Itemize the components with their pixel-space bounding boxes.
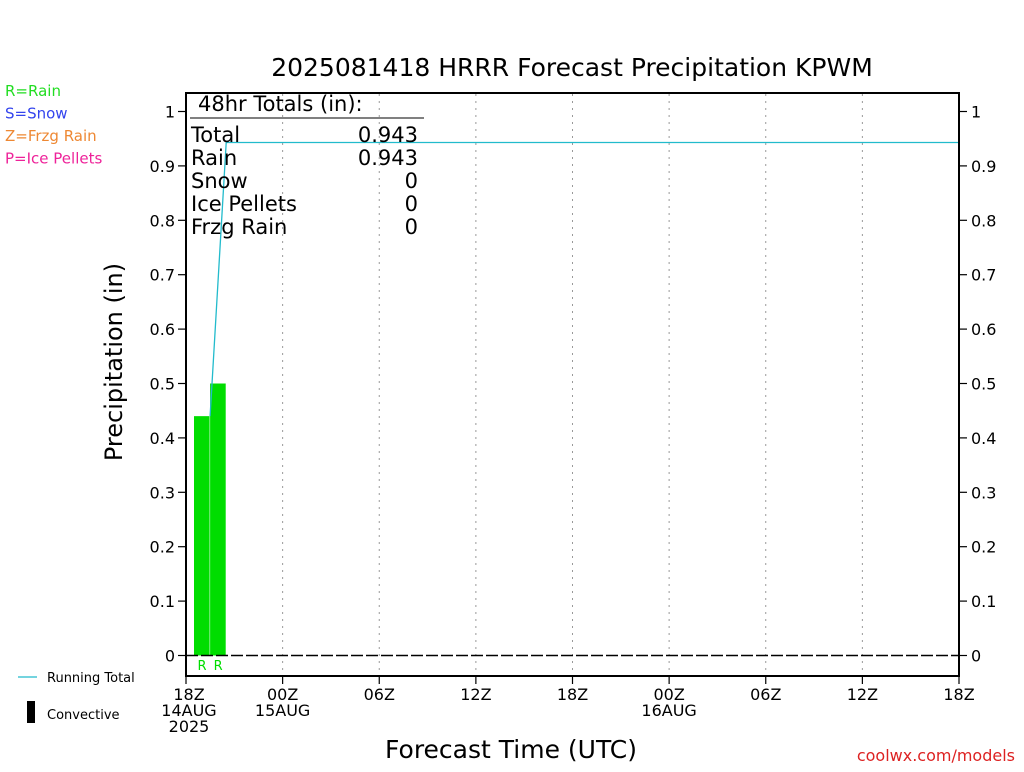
totals-header: 48hr Totals (in): bbox=[198, 92, 363, 116]
x-tick-label: 06Z bbox=[750, 685, 781, 704]
y-tick-label-right: 0.2 bbox=[971, 538, 996, 557]
x-tick-label: 14AUG bbox=[161, 701, 216, 720]
chart-title: 2025081418 HRRR Forecast Precipitation K… bbox=[271, 53, 873, 82]
x-tick-label: 00Z bbox=[653, 685, 684, 704]
y-tick-label-left: 1 bbox=[165, 103, 175, 122]
x-tick-label: 18Z bbox=[557, 685, 588, 704]
y-tick-label-left: 0.9 bbox=[150, 157, 175, 176]
y-axis-label: Precipitation (in) bbox=[100, 263, 128, 461]
y-tick-label-right: 0.6 bbox=[971, 320, 996, 339]
x-axis-label: Forecast Time (UTC) bbox=[385, 735, 637, 764]
running-total-line bbox=[209, 141, 959, 417]
y-tick-label-left: 0.6 bbox=[150, 320, 175, 339]
y-tick-label-right: 0.8 bbox=[971, 211, 996, 230]
y-tick-label-left: 0.7 bbox=[150, 266, 175, 285]
totals-row-value: 0.943 bbox=[358, 146, 418, 170]
x-tick-label: 18Z bbox=[173, 685, 204, 704]
precip-legend-item: Z=Frzg Rain bbox=[5, 127, 97, 145]
y-tick-label-right: 0.5 bbox=[971, 375, 996, 394]
x-tick-label: 06Z bbox=[364, 685, 395, 704]
precip-type-legend: R=Rain S=Snow Z=Frzg Rain P=Ice Pellets bbox=[5, 82, 102, 168]
x-tick-label: 16AUG bbox=[641, 701, 696, 720]
x-tick-label: 18Z bbox=[943, 685, 974, 704]
plot-frame bbox=[185, 92, 960, 677]
running-total-layer bbox=[209, 141, 959, 417]
y-tick-label-left: 0.4 bbox=[150, 429, 175, 448]
running-total-legend-label: Running Total bbox=[47, 671, 135, 686]
x-tick-label: 12Z bbox=[847, 685, 878, 704]
y-tick-label-right: 0.4 bbox=[971, 429, 996, 448]
totals-row-value: 0 bbox=[405, 192, 418, 216]
x-tick-label: 2025 bbox=[169, 717, 210, 736]
y-tick-label-left: 0.8 bbox=[150, 211, 175, 230]
y-tick-label-left: 0 bbox=[165, 647, 175, 666]
y-tick-label-right: 0.7 bbox=[971, 266, 996, 285]
series-legend: Running Total Convective bbox=[18, 671, 135, 723]
convective-swatch bbox=[27, 701, 35, 723]
y-tick-label-right: 0.9 bbox=[971, 157, 996, 176]
totals-row-label: Snow bbox=[191, 169, 248, 193]
totals-row-value: 0 bbox=[405, 215, 418, 239]
y-tick-label-left: 0.5 bbox=[150, 375, 175, 394]
y-tick-label-right: 0.3 bbox=[971, 483, 996, 502]
x-tick-label: 12Z bbox=[460, 685, 491, 704]
precip-legend-item: S=Snow bbox=[5, 105, 68, 123]
totals-box: 48hr Totals (in): Total 0.943 Rain 0.943 Sno… bbox=[190, 92, 424, 239]
totals-row-label: Frzg Rain bbox=[191, 215, 287, 239]
totals-row-label: Rain bbox=[191, 146, 237, 170]
precip-legend-item: P=Ice Pellets bbox=[5, 150, 102, 168]
y-tick-label-left: 0.1 bbox=[150, 592, 175, 611]
totals-rows: Total 0.943 Rain 0.943 Snow 0 Ice Pellets 0 Frzg… bbox=[190, 123, 418, 239]
precip-legend-item: R=Rain bbox=[5, 82, 61, 100]
y-tick-label-right: 0.1 bbox=[971, 592, 996, 611]
y-tick-label-right: 0 bbox=[971, 647, 981, 666]
bar-ptype-label: R bbox=[214, 659, 223, 674]
totals-row-label: Total bbox=[190, 123, 240, 147]
x-tick-label: 00Z bbox=[267, 685, 298, 704]
precip-bar bbox=[194, 416, 210, 656]
precip-bar bbox=[210, 383, 226, 656]
credit-text[interactable]: coolwx.com/models bbox=[857, 746, 1015, 765]
x-tick-label: 15AUG bbox=[255, 701, 310, 720]
totals-row-value: 0.943 bbox=[358, 123, 418, 147]
convective-legend-label: Convective bbox=[47, 708, 120, 723]
totals-row-label: Ice Pellets bbox=[191, 192, 297, 216]
bar-ptype-label: R bbox=[198, 659, 207, 674]
y-tick-label-left: 0.2 bbox=[150, 538, 175, 557]
grid-lines bbox=[282, 94, 863, 675]
totals-row-value: 0 bbox=[405, 169, 418, 193]
y-axis-ticks: 0 00.1 0.10.2 0.20.3 0.30.4 0.40.5 0.50.6 0.60.… bbox=[150, 103, 997, 666]
y-tick-label-right: 1 bbox=[971, 103, 981, 122]
y-tick-label-left: 0.3 bbox=[150, 483, 175, 502]
